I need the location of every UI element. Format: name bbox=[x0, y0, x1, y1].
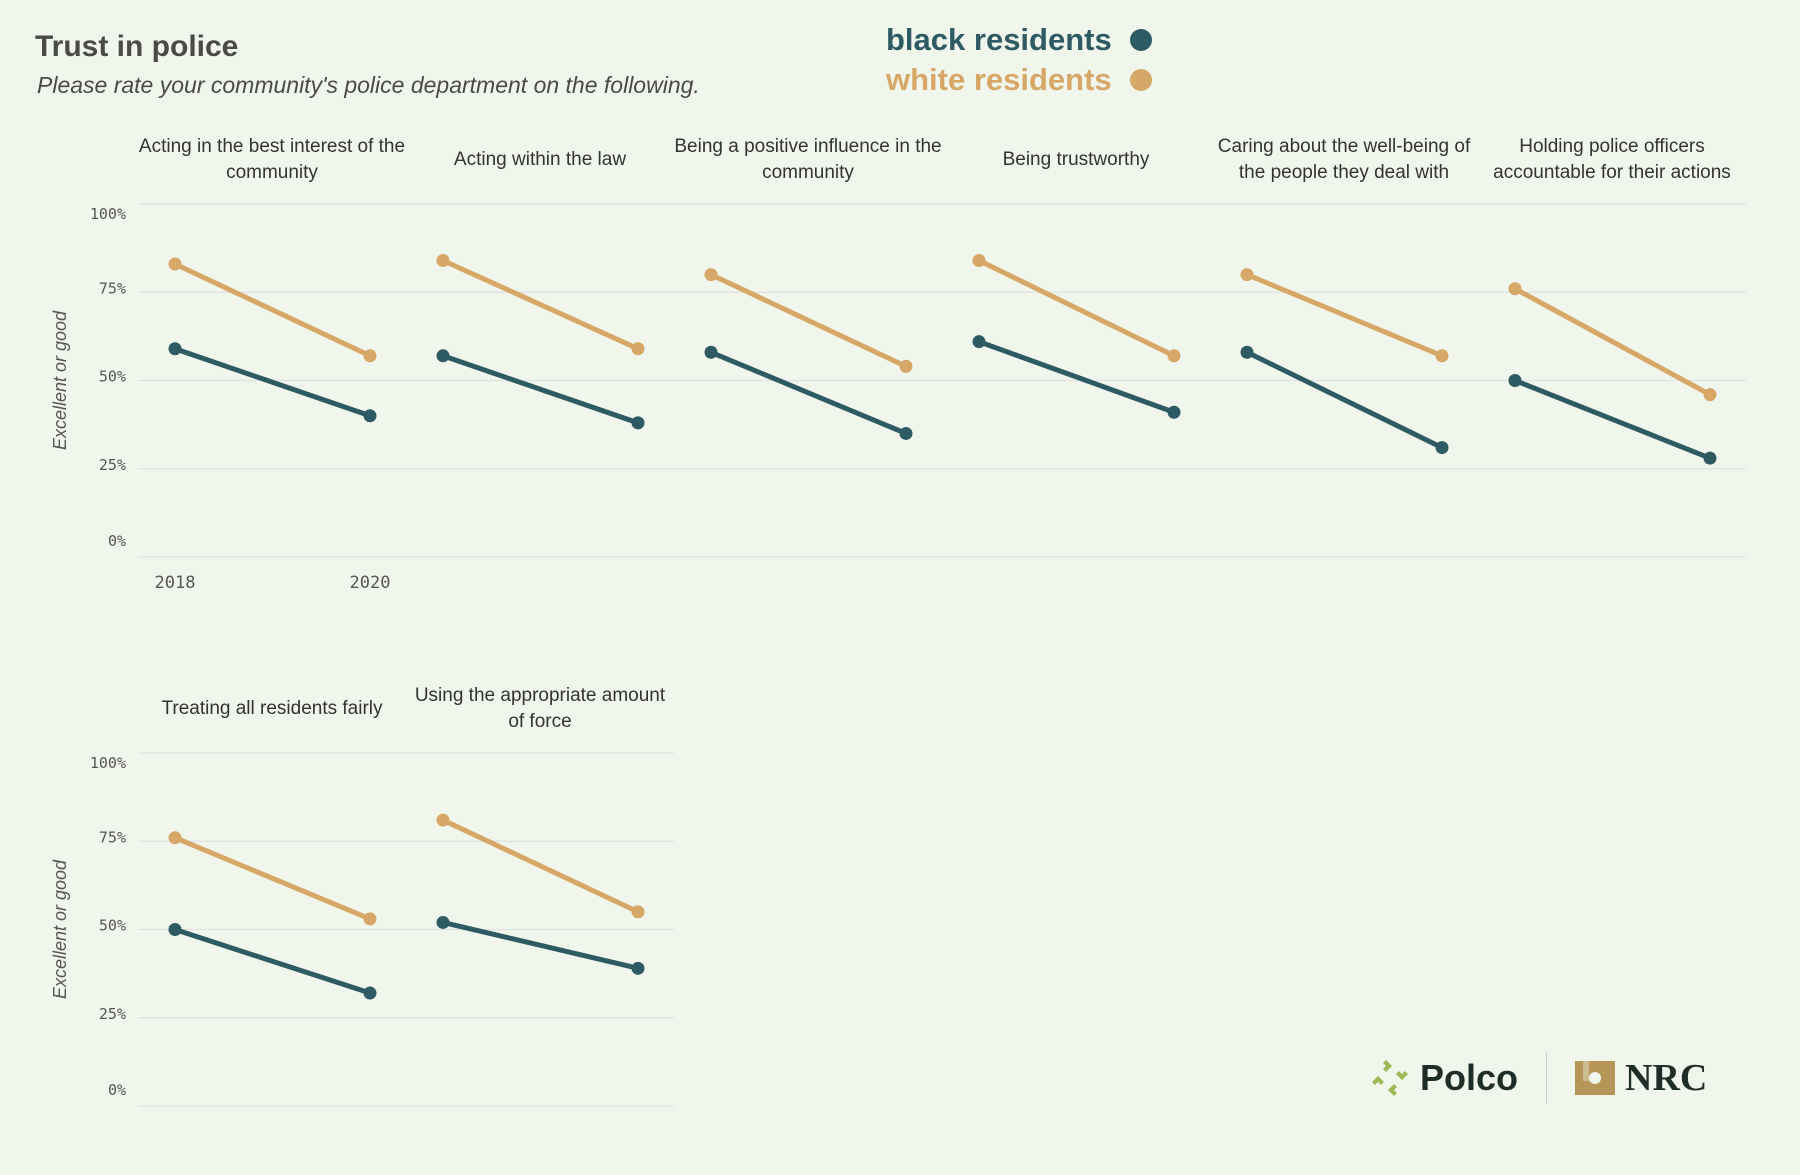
logo-divider bbox=[1546, 1052, 1548, 1104]
white-point bbox=[1508, 282, 1522, 296]
black-point bbox=[168, 923, 182, 936]
panel-title: Being trustworthy bbox=[1002, 149, 1150, 170]
white-point bbox=[1167, 349, 1181, 363]
white-series-line bbox=[977, 258, 1176, 359]
legend-black: black residents bbox=[886, 20, 1152, 60]
black-series-line bbox=[1245, 350, 1444, 450]
black-series-line bbox=[442, 353, 639, 426]
black-point bbox=[363, 986, 377, 1000]
white-series-line bbox=[1246, 272, 1443, 359]
white-series-line bbox=[441, 258, 640, 352]
black-point bbox=[1703, 451, 1717, 465]
chart-subtitle: Please rate your community's police depa… bbox=[37, 72, 700, 98]
nrc-logo-icon bbox=[1575, 1061, 1616, 1095]
black-series-line bbox=[710, 349, 907, 436]
y-tick-label: 100% bbox=[90, 205, 126, 223]
y-tick-label: 75% bbox=[99, 828, 126, 846]
white-point bbox=[704, 268, 718, 282]
legend-dot-black bbox=[1129, 29, 1152, 51]
black-point bbox=[1508, 374, 1522, 387]
panel-title: Being a positive influence in the commun… bbox=[674, 136, 942, 183]
black-point bbox=[631, 961, 645, 975]
legend-label: white residents bbox=[886, 62, 1112, 97]
white-point bbox=[436, 813, 450, 827]
black-point bbox=[704, 345, 718, 359]
white-point bbox=[363, 349, 377, 363]
polco-logo-icon bbox=[1372, 1060, 1408, 1096]
white-point bbox=[972, 253, 986, 267]
y-axis-label: Excellent or good bbox=[50, 859, 70, 999]
panel-title: Acting within the law bbox=[453, 149, 627, 170]
white-series-line bbox=[1513, 286, 1712, 397]
white-point bbox=[631, 342, 645, 356]
white-series-line bbox=[441, 817, 640, 915]
black-point bbox=[436, 349, 450, 363]
y-tick-label: 0% bbox=[108, 532, 126, 550]
black-series-line bbox=[1514, 378, 1711, 461]
white-point bbox=[168, 831, 182, 845]
white-series-line bbox=[709, 272, 908, 369]
y-tick-label: 50% bbox=[99, 917, 126, 935]
white-point bbox=[631, 905, 645, 919]
black-point bbox=[1240, 345, 1254, 359]
logos: Polco NRC bbox=[1370, 1052, 1707, 1104]
black-point bbox=[363, 409, 377, 423]
polco-logo-text: Polco bbox=[1420, 1057, 1519, 1098]
panel-title: Using the appropriate amount of force bbox=[414, 685, 666, 732]
black-point bbox=[1435, 441, 1449, 455]
white-series-line bbox=[174, 835, 371, 922]
legend: black residents white residents bbox=[886, 20, 1152, 100]
black-point bbox=[899, 426, 913, 440]
black-point bbox=[972, 335, 986, 349]
panel-title: Acting in the best interest of the commu… bbox=[138, 136, 406, 183]
black-series-line bbox=[978, 339, 1175, 415]
black-series-line bbox=[442, 920, 639, 971]
nrc-logo-text: NRC bbox=[1625, 1057, 1708, 1099]
black-series-line bbox=[174, 346, 371, 419]
white-series-line bbox=[173, 261, 372, 359]
black-point bbox=[1167, 405, 1181, 419]
white-point bbox=[363, 912, 377, 926]
white-point bbox=[1703, 388, 1717, 402]
y-tick-label: 75% bbox=[99, 279, 126, 297]
black-series-line bbox=[174, 927, 371, 996]
white-point bbox=[1240, 268, 1254, 282]
legend-white: white residents bbox=[886, 60, 1152, 100]
black-point bbox=[436, 915, 450, 929]
panel-title: Caring about the well-being of the peopl… bbox=[1217, 136, 1471, 183]
panel-title: Treating all residents fairly bbox=[161, 698, 383, 719]
white-point bbox=[436, 253, 450, 267]
legend-label: black residents bbox=[886, 22, 1112, 57]
white-point bbox=[168, 257, 182, 271]
y-axis-label: Excellent or good bbox=[50, 310, 70, 450]
white-point bbox=[899, 359, 913, 373]
x-tick-label: 2020 bbox=[350, 573, 391, 593]
legend-dot-white bbox=[1129, 69, 1152, 91]
black-point bbox=[631, 416, 645, 430]
y-tick-label: 25% bbox=[99, 456, 126, 474]
x-tick-label: 2018 bbox=[155, 573, 196, 593]
white-point bbox=[1435, 349, 1449, 363]
panel-title: Holding police officers accountable for … bbox=[1493, 136, 1731, 183]
black-point bbox=[168, 342, 182, 356]
y-tick-label: 25% bbox=[99, 1005, 126, 1023]
y-tick-label: 100% bbox=[90, 754, 126, 772]
y-tick-label: 50% bbox=[99, 368, 126, 386]
y-tick-label: 0% bbox=[108, 1081, 126, 1099]
chart-title: Trust in police bbox=[35, 30, 239, 63]
